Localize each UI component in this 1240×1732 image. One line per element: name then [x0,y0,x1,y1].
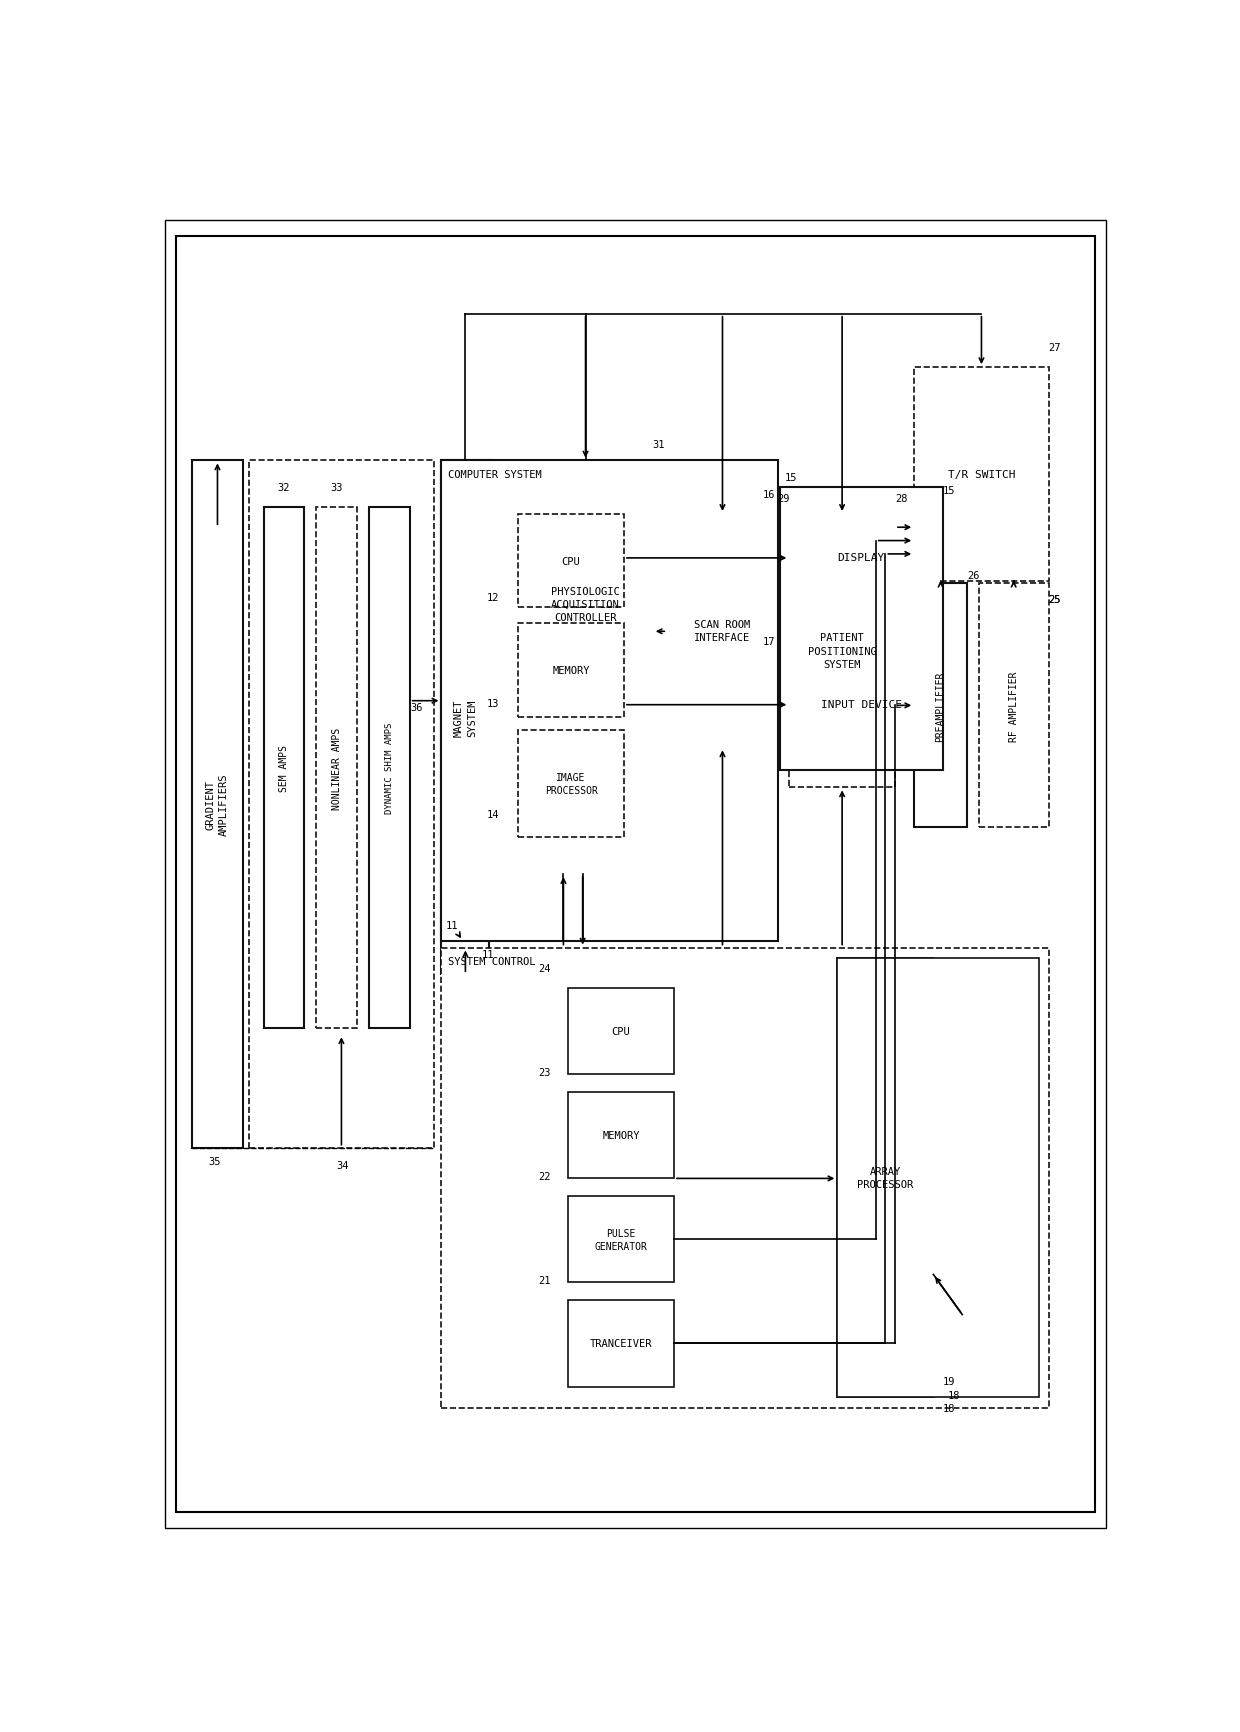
FancyBboxPatch shape [249,461,434,1148]
Text: PULSE
GENERATOR: PULSE GENERATOR [595,1228,647,1251]
FancyBboxPatch shape [568,1093,675,1179]
FancyBboxPatch shape [264,507,304,1029]
FancyBboxPatch shape [568,1301,675,1387]
Text: 17: 17 [763,636,775,646]
Text: 23: 23 [538,1067,551,1077]
FancyBboxPatch shape [518,731,624,837]
Text: INPUT DEVICE: INPUT DEVICE [821,700,901,710]
Text: 21: 21 [538,1275,551,1285]
Text: 22: 22 [538,1171,551,1181]
Text: 11: 11 [446,920,459,930]
Text: SYSTEM CONTROL: SYSTEM CONTROL [448,956,536,966]
Text: NONLINEAR AMPS: NONLINEAR AMPS [331,727,342,809]
Text: COMPUTER SYSTEM: COMPUTER SYSTEM [448,469,542,480]
Text: 18: 18 [942,1403,956,1413]
Text: CPU: CPU [611,1027,630,1036]
Text: SCAN ROOM
INTERFACE: SCAN ROOM INTERFACE [694,620,750,643]
FancyBboxPatch shape [914,584,967,828]
FancyBboxPatch shape [789,514,895,788]
Text: 32: 32 [278,483,290,494]
FancyBboxPatch shape [441,461,777,942]
FancyBboxPatch shape [978,584,1049,828]
Text: DYNAMIC SHIM AMPS: DYNAMIC SHIM AMPS [384,722,394,814]
FancyBboxPatch shape [667,514,777,748]
Text: MEMORY: MEMORY [603,1131,640,1140]
Text: PATIENT
POSITIONING
SYSTEM: PATIENT POSITIONING SYSTEM [807,634,877,670]
FancyBboxPatch shape [568,987,675,1074]
FancyBboxPatch shape [568,1197,675,1283]
FancyBboxPatch shape [780,488,942,771]
Text: T/R SWITCH: T/R SWITCH [947,469,1016,480]
FancyBboxPatch shape [518,514,624,608]
FancyBboxPatch shape [837,960,934,1398]
Text: CPU: CPU [562,556,580,566]
Text: 34: 34 [336,1160,348,1171]
Text: 25: 25 [1049,594,1061,604]
Text: 11: 11 [481,949,495,960]
Text: 19: 19 [942,1377,956,1386]
Text: 15: 15 [785,473,797,481]
Text: 33: 33 [330,483,343,494]
FancyBboxPatch shape [789,655,934,755]
Text: PHYSIOLOGIC
ACQUISITION
CONTROLLER: PHYSIOLOGIC ACQUISITION CONTROLLER [551,587,620,624]
Text: MEMORY: MEMORY [552,665,590,675]
Text: 25: 25 [1049,594,1061,604]
Text: 35: 35 [208,1157,221,1166]
Text: ARRAY
PROCESSOR: ARRAY PROCESSOR [857,1166,914,1190]
FancyBboxPatch shape [837,960,1039,1398]
Text: PREAMPLIFIER: PREAMPLIFIER [936,670,946,741]
Text: TRANCEIVER: TRANCEIVER [590,1339,652,1349]
Text: SEM AMPS: SEM AMPS [279,745,289,792]
FancyBboxPatch shape [518,624,624,717]
Text: 24: 24 [538,963,551,973]
Text: 27: 27 [1049,343,1061,353]
Text: GRADIENT
AMPLIFIERS: GRADIENT AMPLIFIERS [206,774,229,837]
Text: IMAGE
PROCESSOR: IMAGE PROCESSOR [544,772,598,795]
Text: 31: 31 [652,440,666,450]
Text: 36: 36 [410,703,423,714]
Text: 16: 16 [763,490,775,499]
FancyBboxPatch shape [191,461,243,1148]
Text: RF AMPLIFIER: RF AMPLIFIER [1008,670,1018,741]
Text: 28: 28 [895,494,908,504]
FancyBboxPatch shape [316,507,357,1029]
FancyBboxPatch shape [370,507,409,1029]
FancyBboxPatch shape [441,947,1049,1408]
FancyBboxPatch shape [914,367,1049,582]
FancyBboxPatch shape [789,507,934,608]
FancyBboxPatch shape [518,461,652,748]
Text: 18: 18 [947,1389,960,1399]
Text: 14: 14 [486,809,498,819]
Text: 13: 13 [486,700,498,708]
Text: MAGNET
SYSTEM: MAGNET SYSTEM [454,700,477,736]
Text: DISPLAY: DISPLAY [838,553,885,563]
Text: 26: 26 [967,572,980,580]
FancyBboxPatch shape [441,461,490,975]
Text: 12: 12 [486,592,498,603]
Text: 29: 29 [777,494,790,504]
Text: 15: 15 [942,485,956,495]
